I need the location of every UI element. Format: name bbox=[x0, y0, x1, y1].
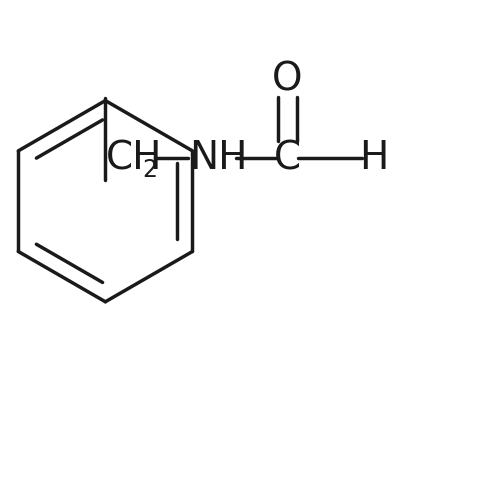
Text: C: C bbox=[274, 139, 301, 177]
Text: H: H bbox=[359, 139, 388, 177]
Text: CH: CH bbox=[105, 139, 162, 177]
Text: NH: NH bbox=[189, 139, 248, 177]
Text: 2: 2 bbox=[143, 158, 158, 182]
Text: O: O bbox=[272, 60, 303, 98]
